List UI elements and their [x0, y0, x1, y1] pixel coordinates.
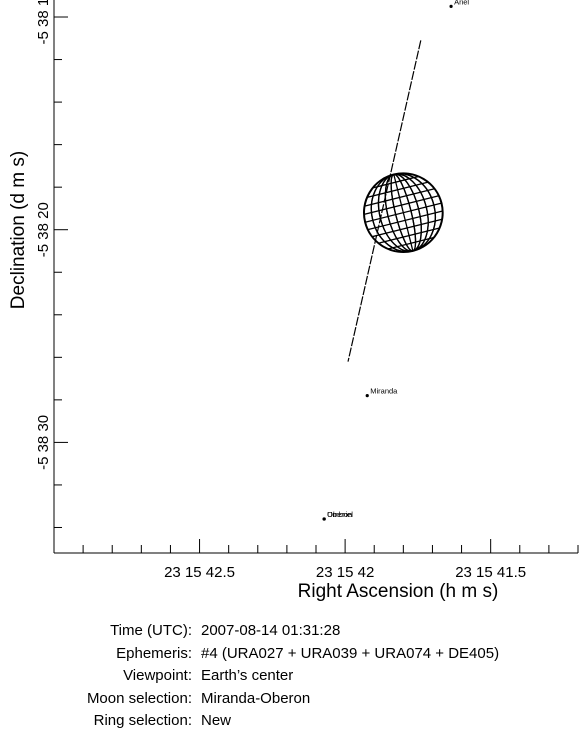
time-value: 2007-08-14 01:31:28 [201, 622, 341, 639]
x-tick-label: 23 15 41.5 [455, 564, 526, 581]
viewpoint-value: Earth’s center [201, 667, 294, 684]
moon-umbriel-label: Umbriel [327, 510, 353, 519]
moon-miranda-dot [365, 394, 369, 398]
info-row-ring-selection: Ring selection: New [0, 710, 579, 733]
x-axis-label: Right Ascension (h m s) [298, 581, 499, 602]
viewpoint-label: Viewpoint: [123, 667, 192, 684]
ring-line [347, 40, 422, 362]
moon-oberon-label: Oberon [327, 510, 352, 519]
info-row-ephemeris: Ephemeris: #4 (URA027 + URA039 + URA074 … [0, 643, 579, 666]
info-panel: Time (UTC): 2007-08-14 01:31:28 Ephemeri… [0, 620, 579, 733]
moon-ariel-dot [449, 4, 453, 8]
ring-selection-value: New [201, 712, 232, 729]
y-tick-label: -5 38 10 [35, 0, 52, 45]
y-axis-label: Declination (d m s) [8, 151, 29, 309]
info-row-moon-selection: Moon selection: Miranda-Oberon [0, 688, 579, 711]
ephemeris-label: Ephemeris: [116, 644, 192, 662]
x-tick-label: 23 15 42 [316, 564, 374, 581]
moon-ariel-label: Ariel [454, 0, 469, 6]
moon-selection-label: Moon selection: [86, 689, 192, 707]
ring-selection-label: Ring selection: [93, 712, 192, 729]
uranus-planet-disc [362, 172, 444, 254]
ephemeris-value: #4 (URA027 + URA039 + URA074 + DE405) [201, 644, 500, 662]
y-tick-label: -5 38 20 [35, 202, 52, 257]
x-tick-label: 23 15 42.5 [164, 564, 235, 581]
moon-umbriel-dot [322, 517, 326, 521]
y-tick-label: -5 38 30 [35, 415, 52, 470]
info-row-viewpoint: Viewpoint: Earth’s center [0, 665, 579, 688]
info-row-time: Time (UTC): 2007-08-14 01:31:28 [0, 620, 579, 643]
moon-miranda-label: Miranda [370, 387, 398, 396]
moon-selection-value: Miranda-Oberon [201, 689, 311, 707]
time-label: Time (UTC): [110, 622, 192, 639]
